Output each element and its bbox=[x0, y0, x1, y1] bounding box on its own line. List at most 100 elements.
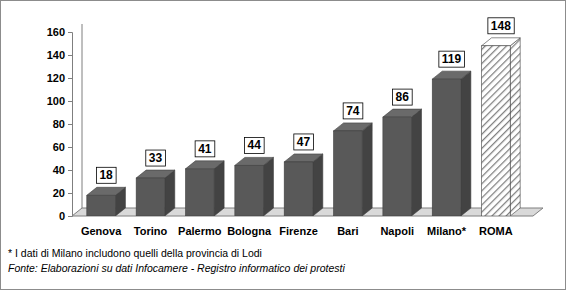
bar bbox=[136, 178, 165, 216]
x-tick-label: Bari bbox=[337, 225, 358, 237]
y-tick-mark bbox=[68, 78, 72, 79]
data-label-box bbox=[96, 167, 116, 183]
bar-group bbox=[482, 38, 521, 216]
bar-side bbox=[362, 123, 372, 216]
y-tick-mark bbox=[68, 32, 72, 33]
bar-side bbox=[510, 38, 520, 216]
bar-group bbox=[87, 187, 126, 216]
y-tick: 160 bbox=[47, 26, 72, 38]
bar-group bbox=[136, 170, 175, 216]
bar-top bbox=[136, 170, 175, 178]
x-tick: Bologna bbox=[227, 225, 272, 237]
y-tick-label: 100 bbox=[47, 95, 65, 107]
data-label-group: 33 bbox=[146, 150, 166, 166]
data-label-box bbox=[244, 137, 264, 153]
x-tick: Palermo bbox=[178, 225, 222, 237]
y-tick-label: 60 bbox=[53, 141, 65, 153]
annotation: Fonte: Elaborazioni su dati Infocamere -… bbox=[8, 262, 345, 274]
bar-top bbox=[185, 161, 224, 169]
x-tick: ROMA bbox=[479, 225, 513, 237]
y-tick-label: 160 bbox=[47, 26, 65, 38]
x-tick-label: Genova bbox=[81, 225, 122, 237]
bar-side bbox=[214, 161, 224, 216]
wall-edge bbox=[82, 24, 83, 208]
x-tick: Milano* bbox=[427, 225, 467, 237]
y-tick-label: 80 bbox=[53, 118, 65, 130]
data-label-group: 18 bbox=[96, 167, 116, 183]
chart: 0 20 40 60 80 100 120 140 160 Genova Torino Palermo… bbox=[0, 0, 566, 290]
data-label-group: 41 bbox=[195, 141, 215, 157]
bar-top bbox=[87, 187, 126, 195]
bar bbox=[334, 131, 363, 216]
y-tick-label: 120 bbox=[47, 72, 65, 84]
y-tick: 0 bbox=[59, 210, 72, 222]
data-label-group: 74 bbox=[343, 103, 363, 119]
x-tick: Genova bbox=[81, 225, 122, 237]
y-tick: 100 bbox=[47, 95, 72, 107]
bar bbox=[284, 162, 313, 216]
bar-side bbox=[412, 109, 422, 216]
data-label-group: 47 bbox=[294, 134, 314, 150]
x-tick: Torino bbox=[134, 225, 168, 237]
data-label: 18 bbox=[99, 168, 113, 182]
bar-top bbox=[235, 157, 274, 165]
x-tick: Firenze bbox=[279, 225, 318, 237]
x-tick-label: ROMA bbox=[479, 225, 513, 237]
bar bbox=[87, 195, 116, 216]
x-tick: Bari bbox=[337, 225, 358, 237]
y-tick-mark bbox=[68, 124, 72, 125]
annotation: * I dati di Milano includono quelli dell… bbox=[8, 247, 262, 259]
bar bbox=[235, 165, 264, 216]
bar-group bbox=[235, 157, 274, 216]
data-labels: 18 33 41 44 47 74 86 119 148 bbox=[96, 18, 514, 184]
bar bbox=[383, 117, 412, 216]
x-axis: Genova Torino Palermo Bologna Firenze Bari Nap… bbox=[81, 225, 513, 237]
x-tick-label: Firenze bbox=[279, 225, 318, 237]
data-label: 119 bbox=[442, 52, 462, 66]
bar-group bbox=[383, 109, 422, 216]
bar bbox=[482, 46, 511, 216]
data-label-box bbox=[146, 150, 166, 166]
y-tick-label: 0 bbox=[59, 210, 65, 222]
x-tick-label: Milano* bbox=[427, 225, 467, 237]
data-label-box bbox=[439, 51, 465, 67]
data-label-group: 44 bbox=[244, 137, 264, 153]
bar bbox=[432, 79, 461, 216]
frame bbox=[1, 1, 566, 290]
y-tick-label: 140 bbox=[47, 49, 65, 61]
bar-side bbox=[313, 154, 323, 216]
y-tick-mark bbox=[68, 170, 72, 171]
data-label: 33 bbox=[149, 151, 163, 165]
y-tick-mark bbox=[68, 147, 72, 148]
bar-top bbox=[383, 109, 422, 117]
y-tick-mark bbox=[68, 101, 72, 102]
y-tick-mark bbox=[68, 216, 72, 217]
bar-top bbox=[284, 154, 323, 162]
y-axis-line bbox=[68, 33, 73, 217]
bar-group bbox=[284, 154, 323, 216]
y-tick: 20 bbox=[53, 187, 72, 199]
x-tick: Napoli bbox=[380, 225, 414, 237]
data-label-group: 148 bbox=[488, 18, 514, 34]
y-tick-mark bbox=[68, 55, 72, 56]
x-tick-label: Palermo bbox=[178, 225, 222, 237]
data-label-box bbox=[343, 103, 363, 119]
bar-group bbox=[185, 161, 224, 216]
data-label: 86 bbox=[396, 90, 410, 104]
bar bbox=[185, 169, 214, 216]
bar-side bbox=[461, 71, 471, 216]
y-axis: 0 20 40 60 80 100 120 140 160 bbox=[47, 26, 73, 222]
y-tick: 80 bbox=[53, 118, 72, 130]
data-label-box bbox=[488, 18, 514, 34]
data-label: 41 bbox=[198, 142, 212, 156]
bars bbox=[87, 38, 520, 216]
x-tick-label: Bologna bbox=[227, 225, 272, 237]
data-label-box bbox=[393, 89, 413, 105]
y-tick-label: 20 bbox=[53, 187, 65, 199]
y-tick: 60 bbox=[53, 141, 72, 153]
y-tick: 40 bbox=[53, 164, 72, 176]
y-tick: 140 bbox=[47, 49, 72, 61]
data-label: 148 bbox=[491, 19, 511, 33]
x-tick-label: Napoli bbox=[380, 225, 414, 237]
data-label: 44 bbox=[247, 138, 261, 152]
